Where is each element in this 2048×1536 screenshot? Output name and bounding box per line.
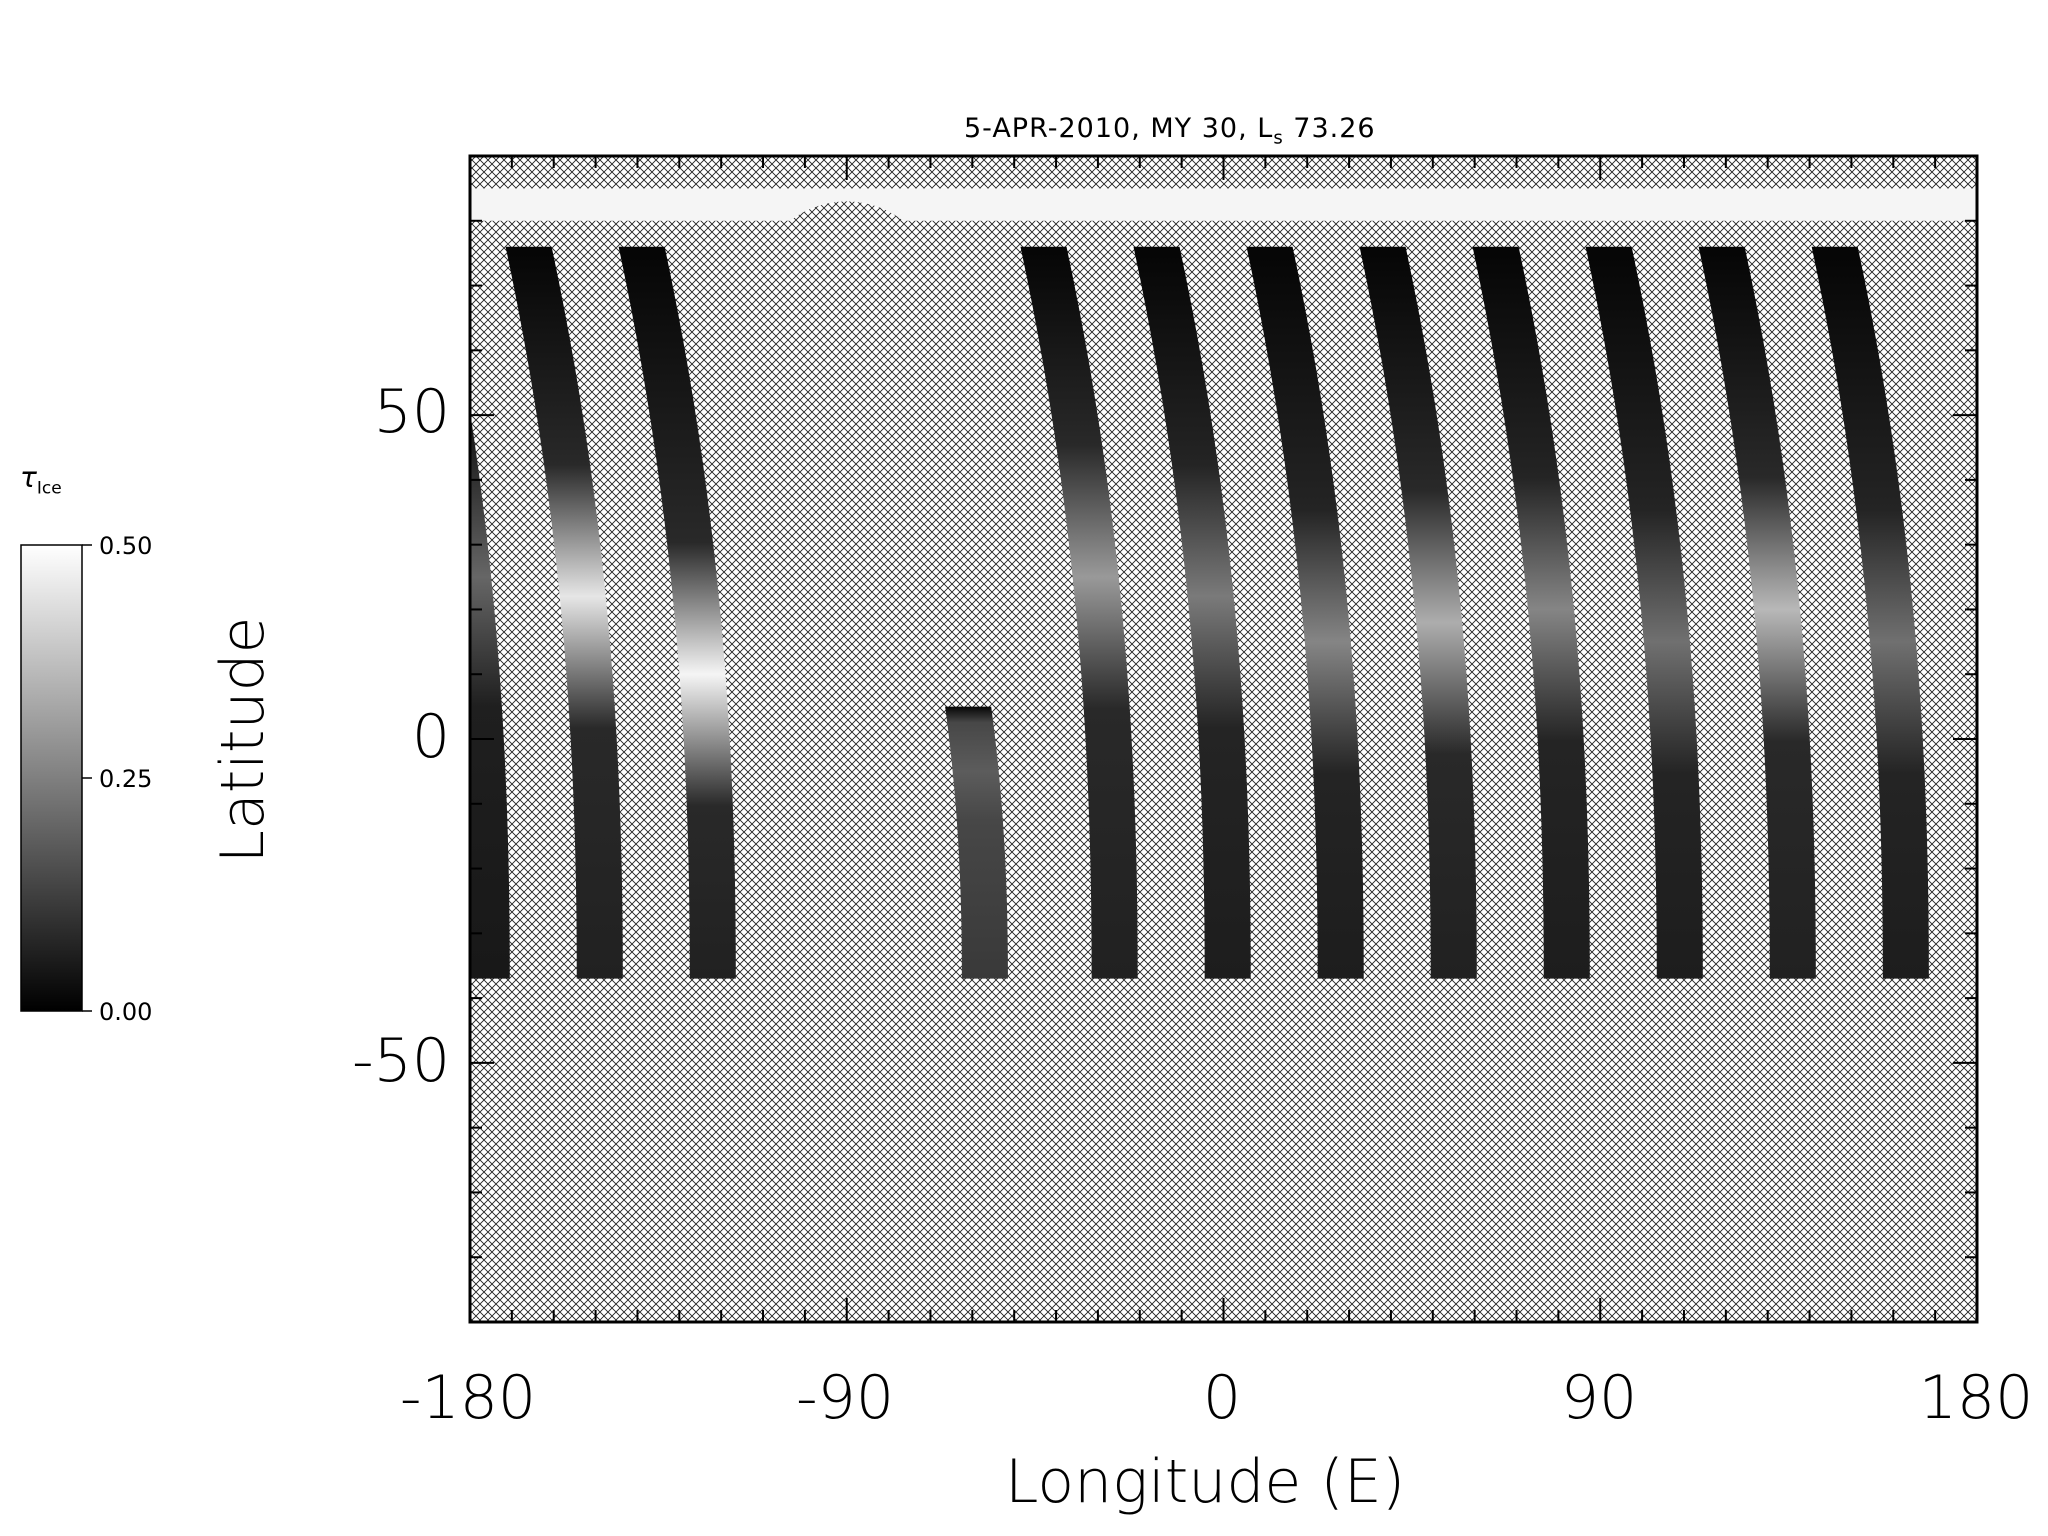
x-tick-label: -180 (399, 1363, 537, 1433)
data-swath (1246, 246, 1364, 979)
data-swath (1133, 246, 1251, 979)
x-tick-label: -90 (796, 1363, 894, 1433)
colorbar-tick-label: 0.00 (99, 998, 153, 1026)
data-layer (470, 188, 1977, 1322)
plot-frame (468, 154, 1979, 1324)
x-axis-label: Longitude (E) (1005, 1447, 1406, 1517)
y-tick-label: 0 (411, 702, 450, 772)
x-tick-label: 90 (1560, 1363, 1638, 1433)
title-sub: s (1273, 127, 1284, 149)
coverage-gap (754, 201, 939, 1322)
colorbar (20, 544, 83, 1012)
y-tick-label: -50 (352, 1026, 450, 1096)
data-swath (1020, 246, 1138, 979)
polar-cap-band (470, 188, 1977, 221)
y-axis-label: Latitude (208, 616, 278, 864)
data-swath (1585, 246, 1703, 979)
y-tick-label: 50 (373, 377, 450, 447)
title-main: 5-APR-2010, MY 30, L (964, 113, 1274, 144)
chart-title: 5-APR-2010, MY 30, Ls 73.26 (964, 113, 1376, 148)
axis-ticks (469, 155, 1978, 1323)
data-swath (470, 411, 510, 979)
data-swath (618, 246, 736, 979)
data-swath (1811, 246, 1929, 979)
title-value: 73.26 (1283, 113, 1376, 144)
colorbar-label-main: τ (20, 461, 37, 494)
colorbar-tick-label: 0.50 (99, 532, 153, 560)
data-swath (1359, 246, 1477, 979)
data-swath (505, 246, 623, 979)
data-swath (1698, 246, 1816, 979)
colorbar-label: τIce (20, 461, 62, 499)
colorbar-tick-label: 0.25 (99, 765, 153, 793)
data-swath (1472, 246, 1590, 979)
x-tick-label: 180 (1918, 1363, 2034, 1433)
data-swath (945, 706, 1008, 979)
x-tick-label: 0 (1202, 1363, 1242, 1433)
colorbar-label-sub: Ice (36, 478, 62, 499)
